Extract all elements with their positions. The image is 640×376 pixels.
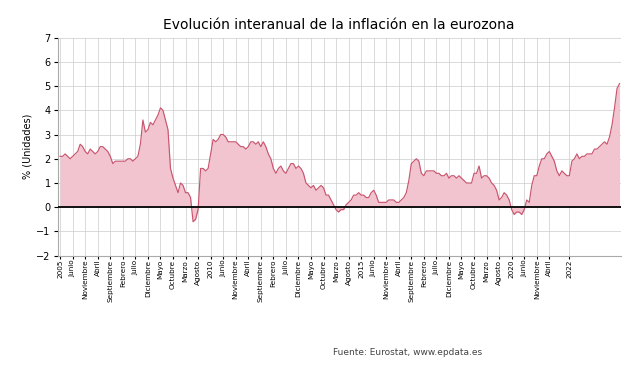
Title: Evolución interanual de la inflación en la eurozona: Evolución interanual de la inflación en … — [163, 18, 515, 32]
Y-axis label: % (Unidades): % (Unidades) — [22, 114, 32, 179]
Text: Fuente: Eurostat, www.epdata.es: Fuente: Eurostat, www.epdata.es — [333, 348, 482, 357]
